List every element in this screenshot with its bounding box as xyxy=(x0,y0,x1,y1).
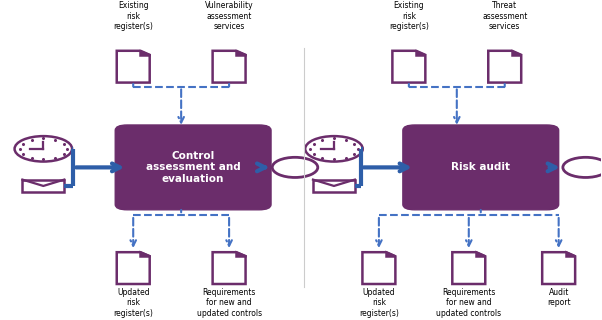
Text: Requirements
for new and
updated controls: Requirements for new and updated control… xyxy=(436,288,501,318)
Polygon shape xyxy=(512,51,521,55)
Polygon shape xyxy=(566,252,575,256)
Text: Updated
risk
register(s): Updated risk register(s) xyxy=(113,288,153,318)
Polygon shape xyxy=(117,252,150,284)
Text: Requirements
for new and
updated controls: Requirements for new and updated control… xyxy=(196,288,262,318)
Polygon shape xyxy=(416,51,426,55)
FancyBboxPatch shape xyxy=(403,125,559,210)
Polygon shape xyxy=(237,252,246,256)
Text: Vulnerability
assessment
services: Vulnerability assessment services xyxy=(205,1,253,31)
Text: Risk audit: Risk audit xyxy=(452,162,510,172)
Polygon shape xyxy=(542,252,575,284)
Polygon shape xyxy=(140,252,150,256)
Text: Audit
report: Audit report xyxy=(547,288,571,308)
Polygon shape xyxy=(386,252,396,256)
Polygon shape xyxy=(213,252,246,284)
Polygon shape xyxy=(140,51,150,55)
Polygon shape xyxy=(393,51,426,83)
Text: Control
assessment and
evaluation: Control assessment and evaluation xyxy=(146,151,241,184)
Text: Threat
assessment
services: Threat assessment services xyxy=(482,1,527,31)
Text: Updated
risk
register(s): Updated risk register(s) xyxy=(359,288,399,318)
Polygon shape xyxy=(476,252,485,256)
FancyBboxPatch shape xyxy=(115,125,271,210)
Polygon shape xyxy=(452,252,485,284)
Polygon shape xyxy=(213,51,246,83)
Text: Existing
risk
register(s): Existing risk register(s) xyxy=(389,1,429,31)
Polygon shape xyxy=(362,252,396,284)
Polygon shape xyxy=(488,51,521,83)
Text: Existing
risk
register(s): Existing risk register(s) xyxy=(113,1,153,31)
Polygon shape xyxy=(237,51,246,55)
Polygon shape xyxy=(117,51,150,83)
